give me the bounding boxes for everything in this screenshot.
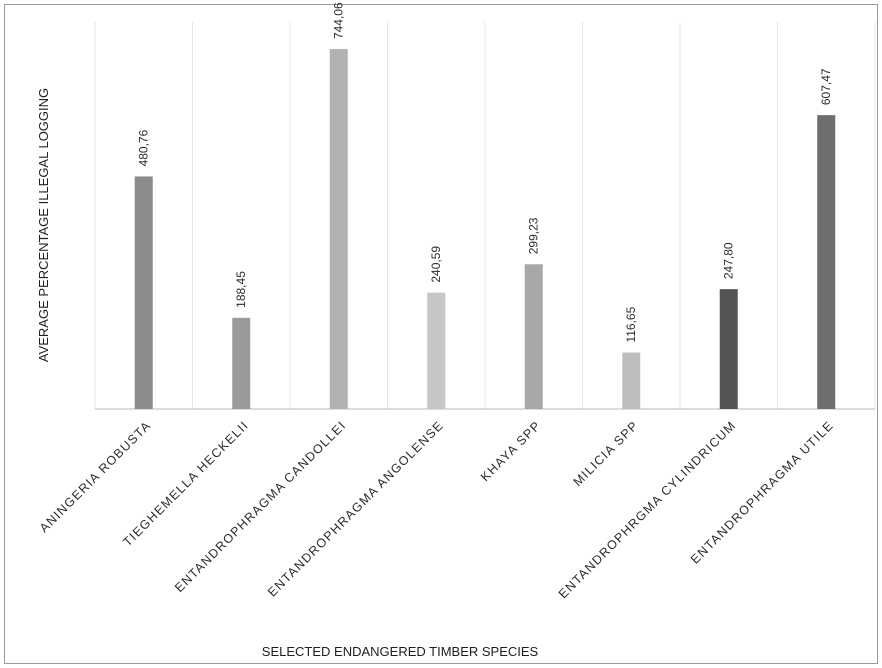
value-labels: 480,76 188,45 744,06 240,59 299,23 116,65 247,… (137, 2, 834, 343)
data-label: 188,45 (234, 271, 248, 308)
y-axis-title: AVERAGE PERCENTAGE ILLEGAL LOGGING (36, 88, 51, 362)
category-label: MILICIA SPP (571, 418, 642, 489)
category-label: ENTANDROPHRAGMA CANDOLLEI (172, 418, 349, 595)
category-label: ENTANDROPHRGMA CYLINDRICUM (556, 418, 739, 601)
data-label: 607,47 (819, 68, 833, 105)
bar (622, 352, 641, 409)
data-label: 116,65 (624, 306, 638, 342)
bars (134, 49, 836, 410)
category-label: KHAYA SPP (478, 418, 544, 484)
data-label: 240,59 (429, 246, 443, 283)
data-label: 299,23 (527, 217, 541, 254)
category-label: ANINGERIA ROBUSTA (37, 418, 154, 535)
category-label: ENTANDROPHRAGMA ANGOLENSE (265, 418, 446, 599)
bar (524, 264, 543, 409)
data-label: 480,76 (137, 129, 151, 166)
grid-lines (94, 22, 876, 410)
data-label: 744,06 (332, 2, 346, 39)
bar (329, 49, 348, 409)
bar (719, 289, 738, 409)
data-label: 247,80 (722, 242, 736, 279)
bar (232, 317, 251, 409)
bar (134, 176, 153, 409)
bar (817, 115, 836, 410)
bar (427, 292, 446, 409)
x-axis-title: SELECTED ENDANGERED TIMBER SPECIES (262, 644, 539, 659)
